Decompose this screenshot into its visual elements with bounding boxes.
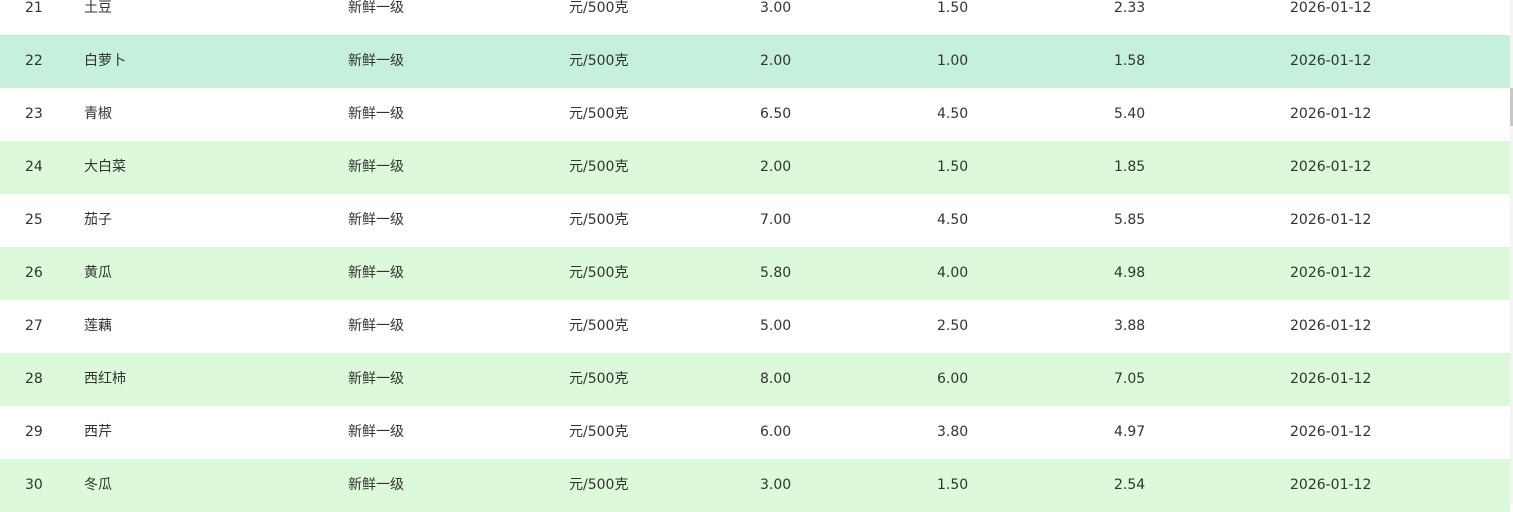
row-number: 23 — [25, 106, 43, 122]
row-number: 22 — [25, 53, 43, 69]
average-price: 3.88 — [1114, 318, 1146, 334]
date: 2026-01-12 — [1290, 0, 1372, 16]
unit: 元/500克 — [569, 159, 629, 175]
low-price: 4.50 — [937, 212, 969, 228]
average-price: 2.33 — [1114, 0, 1146, 16]
average-price: 5.85 — [1114, 212, 1146, 228]
high-price: 3.00 — [760, 0, 792, 16]
average-price: 2.54 — [1114, 477, 1146, 493]
scrollbar[interactable] — [1510, 0, 1513, 504]
unit: 元/500克 — [569, 371, 629, 387]
unit: 元/500克 — [569, 424, 629, 440]
grade: 新鲜一级 — [348, 318, 404, 334]
product-name: 土豆 — [84, 0, 112, 16]
date: 2026-01-12 — [1290, 424, 1372, 440]
table-row[interactable]: 29 西芹 新鲜一级 元/500克 6.00 3.80 4.97 2026-01-12 — [0, 406, 1510, 459]
average-price: 4.98 — [1114, 265, 1146, 281]
unit: 元/500克 — [569, 53, 629, 69]
row-number: 26 — [25, 265, 43, 281]
high-price: 5.00 — [760, 318, 792, 334]
unit: 元/500克 — [569, 212, 629, 228]
low-price: 3.80 — [937, 424, 969, 440]
average-price: 5.40 — [1114, 106, 1146, 122]
product-name: 青椒 — [84, 106, 112, 122]
product-name: 白萝卜 — [84, 53, 126, 69]
average-price: 1.58 — [1114, 53, 1146, 69]
row-number: 30 — [25, 477, 43, 493]
low-price: 4.50 — [937, 106, 969, 122]
high-price: 8.00 — [760, 371, 792, 387]
high-price: 6.50 — [760, 106, 792, 122]
table-row[interactable]: 26 黄瓜 新鲜一级 元/500克 5.80 4.00 4.98 2026-01-12 — [0, 247, 1510, 300]
table-row[interactable]: 28 西红柿 新鲜一级 元/500克 8.00 6.00 7.05 2026-01-12 — [0, 353, 1510, 406]
product-name: 黄瓜 — [84, 265, 112, 281]
product-name: 西红柿 — [84, 371, 126, 387]
grade: 新鲜一级 — [348, 159, 404, 175]
high-price: 2.00 — [760, 159, 792, 175]
grade: 新鲜一级 — [348, 53, 404, 69]
average-price: 7.05 — [1114, 371, 1146, 387]
date: 2026-01-12 — [1290, 477, 1372, 493]
unit: 元/500克 — [569, 265, 629, 281]
low-price: 1.50 — [937, 477, 969, 493]
table-row[interactable]: 27 莲藕 新鲜一级 元/500克 5.00 2.50 3.88 2026-01-12 — [0, 300, 1510, 353]
unit: 元/500克 — [569, 318, 629, 334]
date: 2026-01-12 — [1290, 53, 1372, 69]
grade: 新鲜一级 — [348, 0, 404, 16]
table-row[interactable]: 23 青椒 新鲜一级 元/500克 6.50 4.50 5.40 2026-01-12 — [0, 88, 1510, 141]
row-number: 21 — [25, 0, 43, 16]
high-price: 7.00 — [760, 212, 792, 228]
grade: 新鲜一级 — [348, 477, 404, 493]
high-price: 5.80 — [760, 265, 792, 281]
product-name: 西芹 — [84, 424, 112, 440]
grade: 新鲜一级 — [348, 265, 404, 281]
high-price: 2.00 — [760, 53, 792, 69]
low-price: 2.50 — [937, 318, 969, 334]
row-number: 25 — [25, 212, 43, 228]
grade: 新鲜一级 — [348, 106, 404, 122]
table-row[interactable]: 24 大白菜 新鲜一级 元/500克 2.00 1.50 1.85 2026-01-12 — [0, 141, 1510, 194]
scrollbar-thumb[interactable] — [1510, 88, 1513, 126]
product-name: 莲藕 — [84, 318, 112, 334]
grade: 新鲜一级 — [348, 371, 404, 387]
average-price: 1.85 — [1114, 159, 1146, 175]
date: 2026-01-12 — [1290, 212, 1372, 228]
grade: 新鲜一级 — [348, 424, 404, 440]
low-price: 1.50 — [937, 0, 969, 16]
table-row[interactable]: 21 土豆 新鲜一级 元/500克 3.00 1.50 2.33 2026-01-12 — [0, 0, 1510, 35]
table-row[interactable]: 22 白萝卜 新鲜一级 元/500克 2.00 1.00 1.58 2026-01-12 — [0, 35, 1510, 88]
date: 2026-01-12 — [1290, 318, 1372, 334]
date: 2026-01-12 — [1290, 159, 1372, 175]
low-price: 4.00 — [937, 265, 969, 281]
unit: 元/500克 — [569, 0, 629, 16]
average-price: 4.97 — [1114, 424, 1146, 440]
unit: 元/500克 — [569, 106, 629, 122]
grade: 新鲜一级 — [348, 212, 404, 228]
row-number: 29 — [25, 424, 43, 440]
high-price: 6.00 — [760, 424, 792, 440]
row-number: 24 — [25, 159, 43, 175]
row-number: 28 — [25, 371, 43, 387]
row-number: 27 — [25, 318, 43, 334]
product-name: 冬瓜 — [84, 477, 112, 493]
date: 2026-01-12 — [1290, 106, 1372, 122]
product-name: 大白菜 — [84, 159, 126, 175]
date: 2026-01-12 — [1290, 371, 1372, 387]
table-row[interactable]: 25 茄子 新鲜一级 元/500克 7.00 4.50 5.85 2026-01-12 — [0, 194, 1510, 247]
table-row[interactable]: 30 冬瓜 新鲜一级 元/500克 3.00 1.50 2.54 2026-01-12 — [0, 459, 1510, 512]
low-price: 1.50 — [937, 159, 969, 175]
low-price: 1.00 — [937, 53, 969, 69]
high-price: 3.00 — [760, 477, 792, 493]
unit: 元/500克 — [569, 477, 629, 493]
date: 2026-01-12 — [1290, 265, 1372, 281]
product-name: 茄子 — [84, 212, 112, 228]
low-price: 6.00 — [937, 371, 969, 387]
